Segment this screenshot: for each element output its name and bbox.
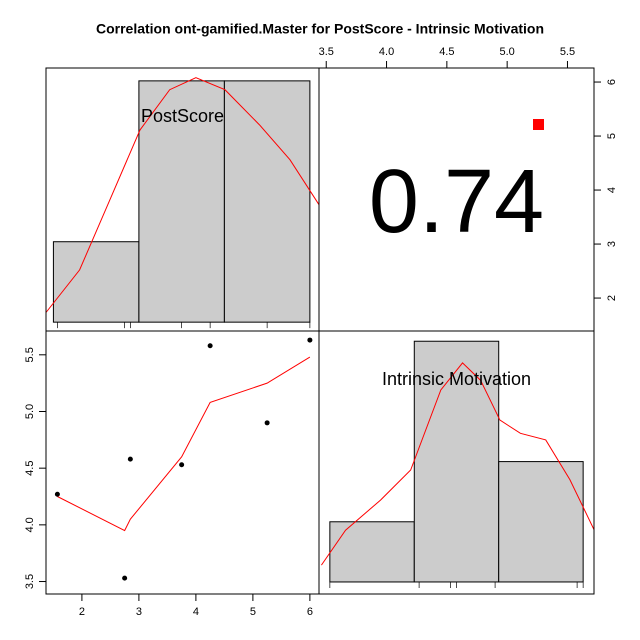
point — [307, 337, 313, 343]
x-tick-label: 5.0 — [500, 46, 515, 58]
point — [207, 343, 213, 349]
correlation-value: 0.74 — [369, 152, 544, 252]
point — [179, 462, 185, 468]
x-tick-label: 4.0 — [379, 46, 394, 58]
x-tick-label: 5.5 — [560, 46, 575, 58]
density-line — [46, 77, 319, 313]
histogram-bar — [329, 521, 415, 583]
y-tick-label: 4.5 — [24, 461, 36, 476]
point — [122, 575, 128, 581]
x-tick-label: 3 — [136, 606, 142, 618]
x-tick-label: 4 — [193, 606, 199, 618]
x-tick-label: 5 — [250, 606, 256, 618]
histogram-bar — [138, 80, 225, 323]
histogram-bar — [223, 80, 311, 323]
x-tick-label: 6 — [307, 606, 313, 618]
y-tick-label: 3 — [606, 241, 618, 247]
panel-label: Intrinsic Motivation — [382, 369, 531, 389]
significance-marker — [533, 119, 544, 130]
histogram-bar — [498, 461, 584, 583]
histogram-bar — [52, 241, 140, 323]
smooth-line — [57, 356, 311, 532]
y-tick-label: 4 — [606, 187, 618, 193]
panel-label: PostScore — [141, 106, 224, 126]
y-tick-label: 5.0 — [24, 404, 36, 419]
y-tick-label: 5.5 — [24, 347, 36, 362]
y-tick-label: 3.5 — [24, 574, 36, 589]
x-tick-label: 3.5 — [319, 46, 334, 58]
y-tick-label: 5 — [606, 133, 618, 139]
point — [54, 491, 60, 497]
panel-frame — [318, 330, 595, 595]
y-tick-label: 4.0 — [24, 517, 36, 532]
x-tick-label: 2 — [79, 606, 85, 618]
histogram-bar — [413, 340, 500, 583]
chart-title: Correlation ont-gamified.Master for Post… — [96, 21, 544, 37]
density-line — [321, 362, 594, 566]
point — [127, 456, 133, 462]
x-tick-label: 4.5 — [439, 46, 454, 58]
point — [264, 420, 270, 426]
y-tick-label: 2 — [606, 295, 618, 301]
y-tick-label: 6 — [606, 79, 618, 85]
